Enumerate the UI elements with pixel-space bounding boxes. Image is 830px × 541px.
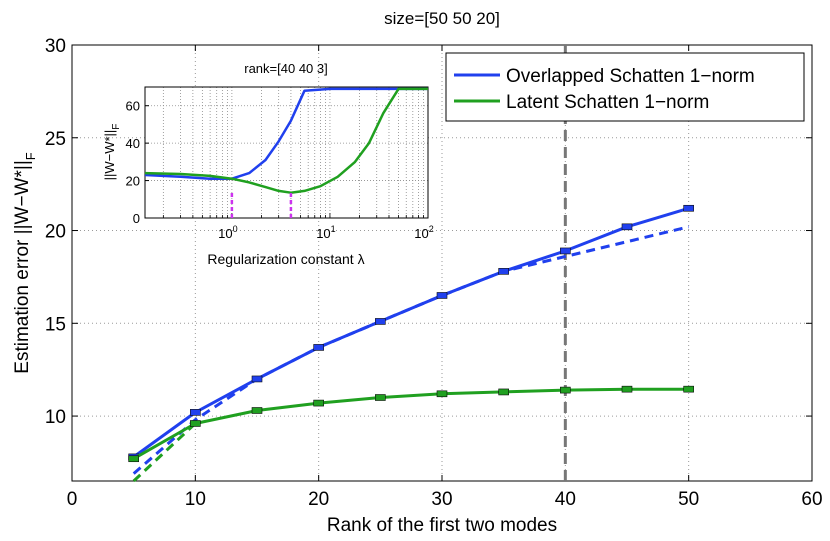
inset-y-tick-label: 60 bbox=[126, 99, 140, 114]
inset-y-tick-label: 20 bbox=[126, 174, 140, 189]
inset-series-overlapped bbox=[144, 87, 428, 180]
inset-x-tick-base: 10 bbox=[218, 226, 232, 241]
y-tick-label: 10 bbox=[45, 407, 66, 428]
main-y-axis-label-sub: F bbox=[23, 152, 38, 160]
errorbar-point bbox=[190, 409, 201, 416]
inset-y-tick-label: 0 bbox=[133, 211, 140, 226]
x-tick-label: 40 bbox=[555, 489, 576, 510]
inset-series bbox=[144, 87, 428, 194]
main-chart-title: size=[50 50 20] bbox=[384, 9, 500, 28]
inset-x-tick-exp: 0 bbox=[233, 224, 238, 234]
inset-y-tick-label: 40 bbox=[126, 136, 140, 151]
errorbar-point bbox=[375, 318, 386, 325]
y-tick-label: 25 bbox=[45, 129, 66, 150]
y-tick-label: 30 bbox=[45, 36, 66, 57]
series-line-latent bbox=[132, 387, 689, 461]
errorbar-point bbox=[128, 455, 139, 463]
inset-x-tick-label: 100 bbox=[218, 224, 237, 241]
series-line-overlapped bbox=[132, 206, 690, 459]
errorbar-point bbox=[313, 344, 324, 351]
errorbar-point bbox=[375, 394, 386, 401]
inset-y-axis-label-sub: F bbox=[111, 124, 122, 130]
inset-grid bbox=[145, 87, 428, 218]
inset-minimum-markers bbox=[230, 191, 293, 218]
inset-series-latent bbox=[144, 87, 428, 194]
main-x-axis-label: Rank of the first two modes bbox=[327, 515, 557, 536]
inset-plot-frame bbox=[144, 86, 429, 219]
errorbar-point bbox=[498, 268, 509, 275]
errorbar-point bbox=[436, 292, 448, 299]
inset-x-tick-base: 10 bbox=[316, 226, 330, 241]
inset-x-tick-base: 10 bbox=[414, 226, 428, 241]
y-tick-label: 15 bbox=[45, 314, 66, 335]
errorbar-point bbox=[251, 375, 263, 383]
main-y-axis-label-text: Estimation error ||W−W*|| bbox=[12, 160, 33, 373]
errorbar-point bbox=[313, 399, 324, 407]
inset-x-tick-label: 102 bbox=[414, 224, 433, 241]
inset-y-axis-label: ||W−W*||F bbox=[102, 124, 122, 181]
x-tick-label: 20 bbox=[308, 489, 329, 510]
legend-latent-label: Latent Schatten 1−norm bbox=[506, 92, 709, 113]
main-series bbox=[128, 204, 694, 483]
inset-x-axis-label: Regularization constant λ bbox=[207, 251, 364, 267]
y-tick-label: 20 bbox=[45, 222, 66, 243]
x-tick-label: 10 bbox=[185, 489, 206, 510]
inset-y-axis-label-text: ||W−W*|| bbox=[102, 130, 117, 181]
errorbar-point bbox=[560, 247, 571, 255]
x-tick-label: 50 bbox=[678, 489, 699, 510]
errorbar-point bbox=[683, 204, 694, 212]
inset-title: rank=[40 40 3] bbox=[244, 61, 327, 76]
errorbar-point bbox=[621, 223, 633, 231]
errorbar-point bbox=[621, 385, 633, 393]
errorbar-point bbox=[560, 386, 571, 394]
x-tick-label: 60 bbox=[801, 489, 822, 510]
legend: Overlapped Schatten 1−norm Latent Schatt… bbox=[445, 52, 805, 122]
inset-x-tick-exp: 1 bbox=[331, 224, 336, 234]
inset-x-tick-exp: 2 bbox=[429, 224, 434, 234]
main-y-axis-label: Estimation error ||W−W*||F bbox=[12, 152, 38, 373]
x-tick-label: 30 bbox=[431, 489, 452, 510]
errorbar-point bbox=[190, 420, 201, 427]
x-tick-label: 0 bbox=[67, 489, 78, 510]
inset-x-tick-label: 101 bbox=[316, 224, 335, 241]
errorbar-point bbox=[683, 385, 694, 393]
errorbar-point bbox=[436, 390, 448, 398]
errorbar-point bbox=[498, 388, 509, 396]
errorbar-point bbox=[251, 407, 263, 414]
legend-overlapped-label: Overlapped Schatten 1−norm bbox=[506, 66, 755, 87]
legend-box bbox=[445, 52, 805, 122]
inset-background bbox=[145, 87, 428, 218]
